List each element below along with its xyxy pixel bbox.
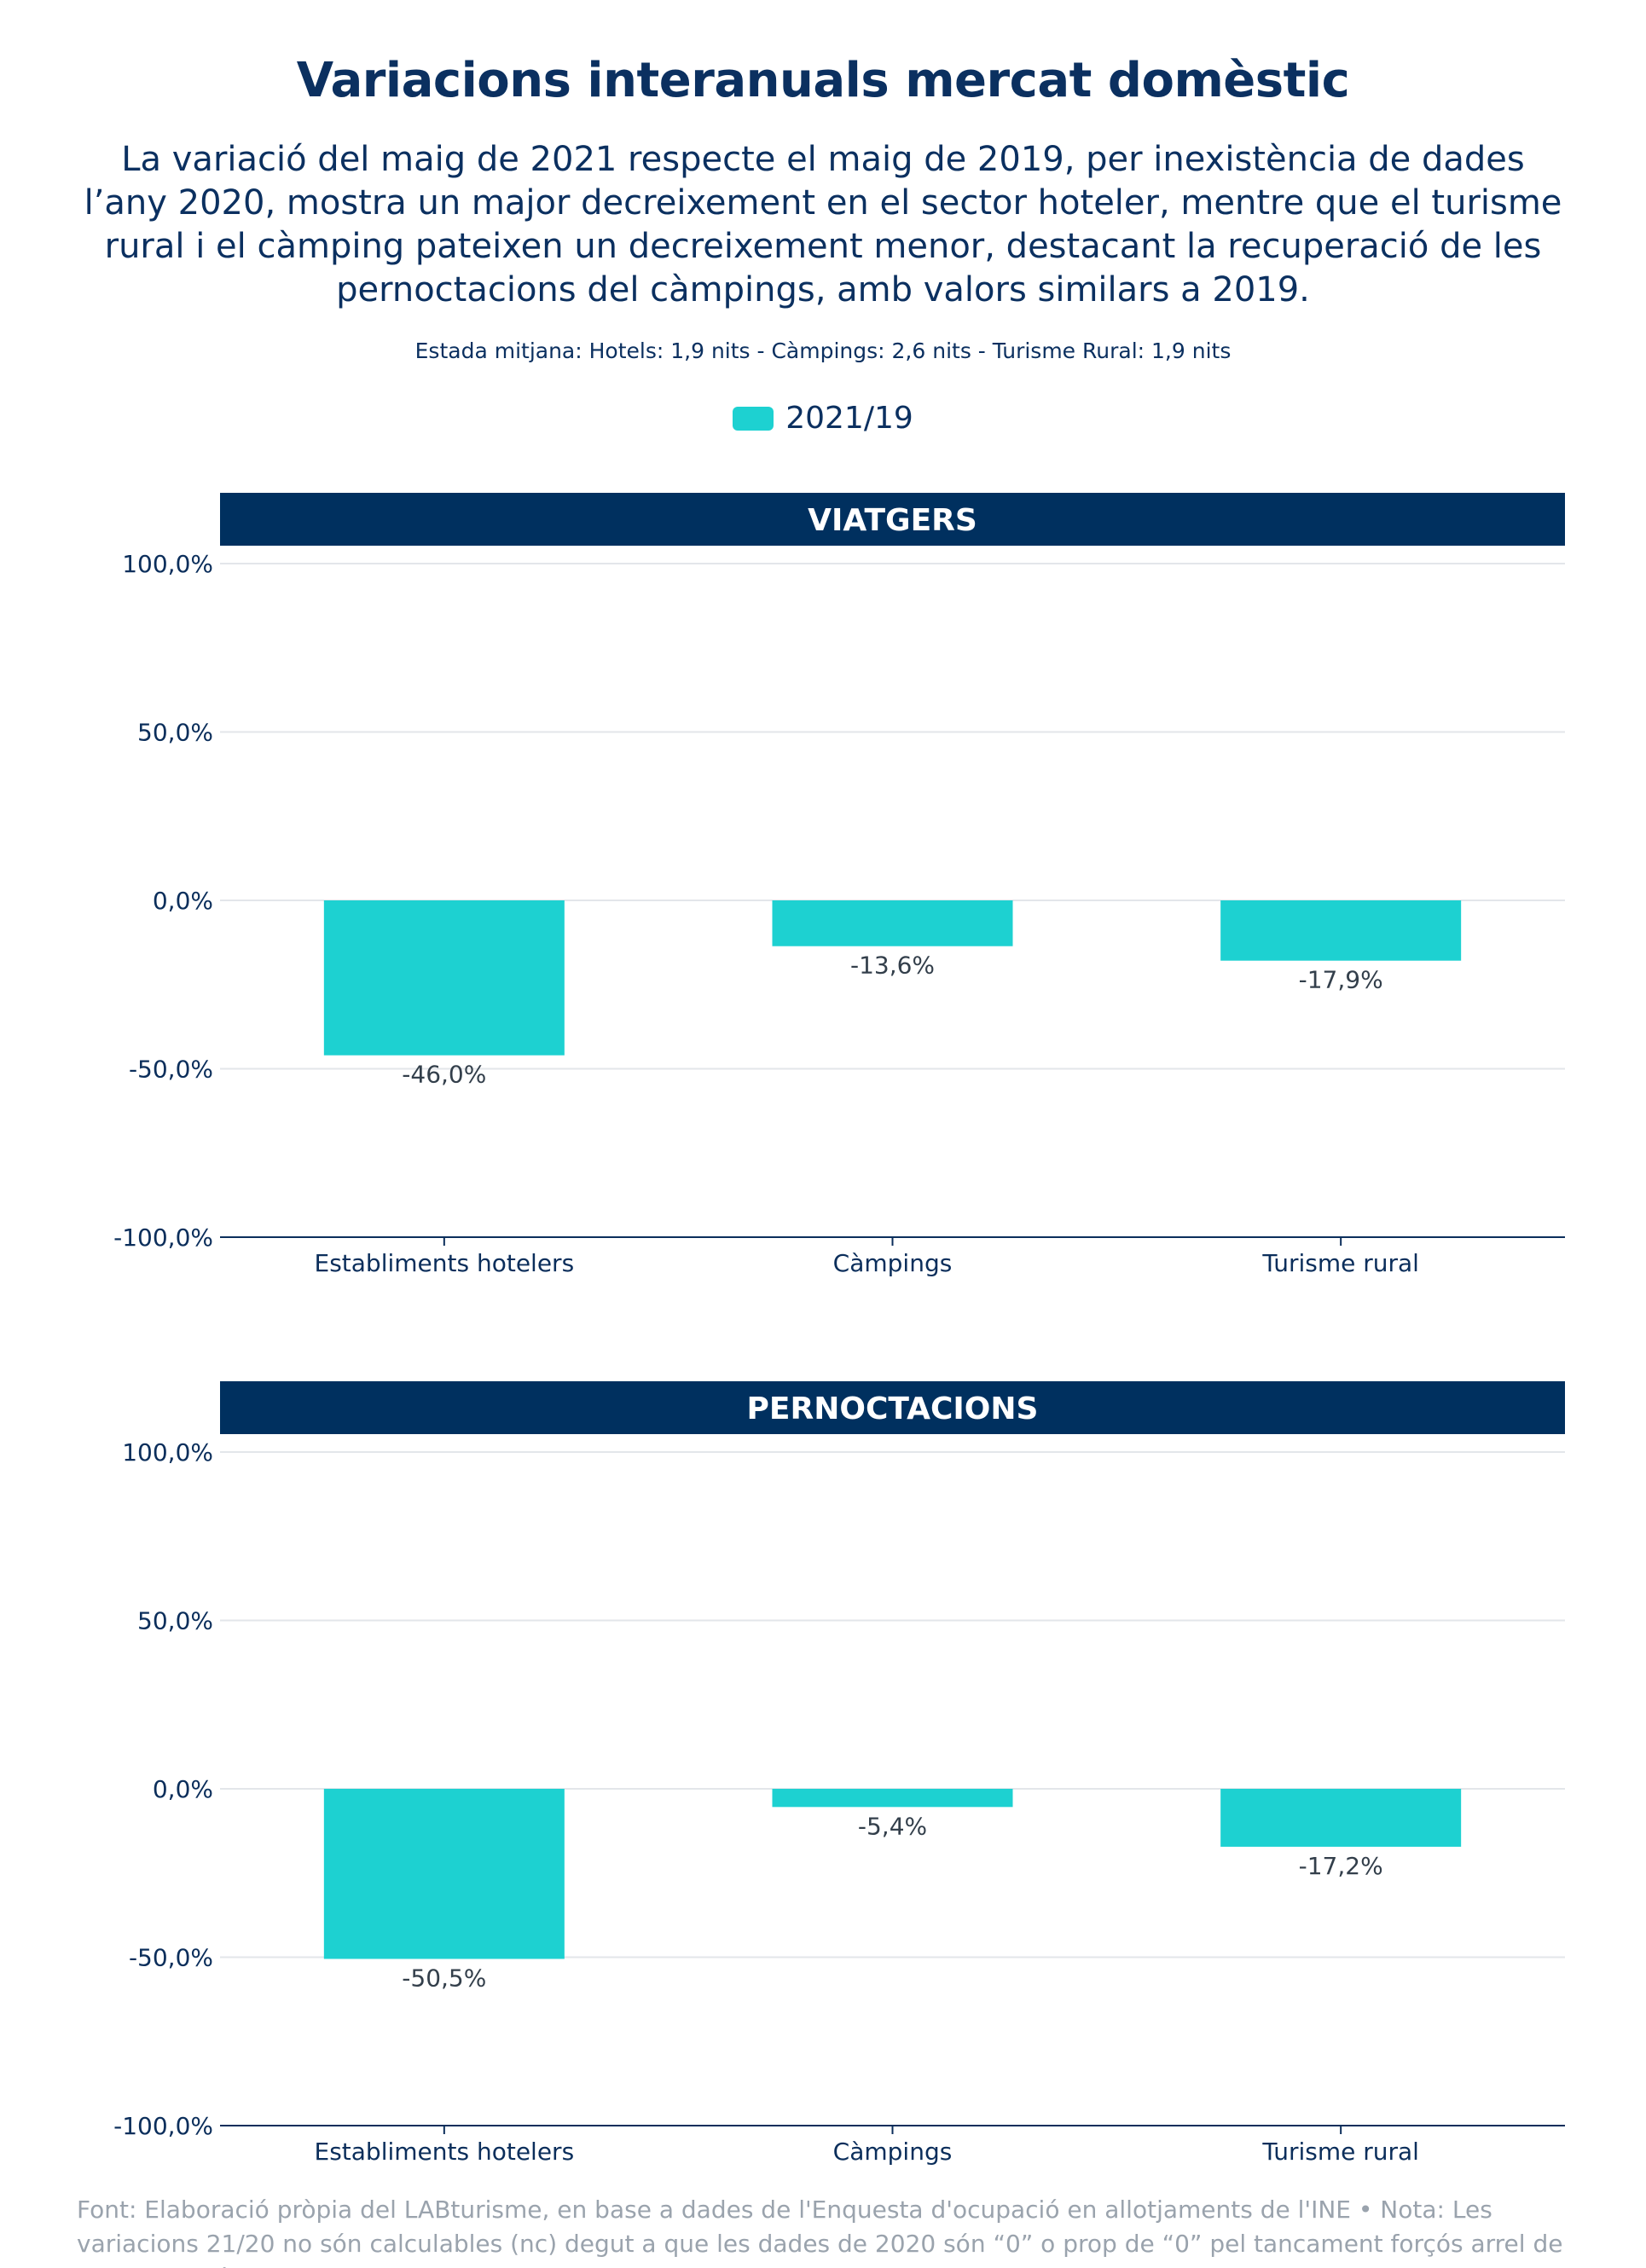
chart-title: Variacions interanuals mercat domèstic: [296, 53, 1350, 108]
panel-header: [220, 493, 1565, 546]
chart-subtitle: La variació del maig de 2021 respecte el…: [84, 140, 1562, 310]
bar: [772, 900, 1013, 946]
y-tick-label: -100,0%: [113, 1224, 213, 1252]
panel-title: PERNOCTACIONS: [747, 1391, 1039, 1426]
x-tick-label: Càmpings: [833, 1249, 953, 1277]
bar: [772, 1789, 1013, 1808]
x-tick-label: Establiments hotelers: [315, 2138, 575, 2166]
pernoctacions-chart: PERNOCTACIONS 100,0% 50,0% 0,0% -50,0% -100,0…: [113, 1381, 1565, 2166]
legend[interactable]: 2021/19: [0, 401, 1646, 436]
y-tick-label: -100,0%: [113, 2112, 213, 2140]
y-tick-label: 50,0%: [137, 1607, 213, 1635]
data-label: -46,0%: [402, 1061, 486, 1089]
data-label: -50,5%: [402, 1964, 486, 1992]
bar: [1220, 900, 1462, 961]
x-tick-label: Turisme rural: [1261, 1249, 1419, 1277]
y-tick-label: -50,0%: [129, 1056, 213, 1084]
bar: [323, 1789, 565, 1959]
y-tick-label: -50,0%: [129, 1944, 213, 1972]
average-stay-note: Estada mitjana: Hotels: 1,9 nits - Càmpi…: [414, 338, 1232, 363]
bar: [1220, 1789, 1462, 1847]
data-label: -17,9%: [1299, 966, 1383, 994]
bar: [323, 900, 565, 1056]
viatgers-chart: VIATGERS 100,0% 50,0% 0,0% -50,0% -100,0% -46,…: [113, 493, 1565, 1277]
legend-swatch: [733, 406, 774, 431]
y-tick-label: 50,0%: [137, 719, 213, 747]
x-tick-label: Càmpings: [833, 2138, 953, 2166]
y-tick-label: 100,0%: [122, 550, 213, 578]
data-label: -5,4%: [858, 1812, 927, 1840]
data-label: -13,6%: [850, 952, 935, 980]
y-tick-label: 0,0%: [153, 1775, 213, 1803]
panel-title: VIATGERS: [808, 503, 977, 538]
legend-label: 2021/19: [785, 401, 913, 436]
y-tick-label: 100,0%: [122, 1438, 213, 1467]
data-label: -17,2%: [1299, 1852, 1383, 1880]
x-tick-label: Establiments hotelers: [315, 1249, 575, 1277]
x-tick-label: Turisme rural: [1261, 2138, 1419, 2166]
y-tick-label: 0,0%: [153, 887, 213, 915]
panel-header: [220, 1381, 1565, 1434]
source-footnote: Font: Elaboració pròpia del LABturisme, …: [77, 2196, 1563, 2268]
